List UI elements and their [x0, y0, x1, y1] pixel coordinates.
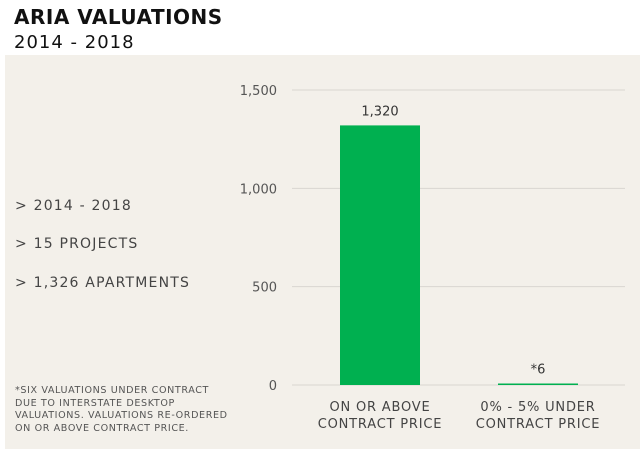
- data-label: *6: [531, 363, 546, 378]
- chart-subtitle: 2014 - 2018: [14, 32, 135, 53]
- summary-bullet-apartments: > 1,326 APARTMENTS: [15, 275, 191, 291]
- summary-bullet-period: > 2014 - 2018: [15, 198, 132, 214]
- x-category-label: 0% - 5% UNDER: [480, 400, 595, 415]
- y-tick-label: 500: [252, 281, 277, 296]
- bar: [498, 383, 578, 385]
- y-tick-label: 0: [269, 379, 277, 394]
- chart-panel: > 2014 - 2018 > 15 PROJECTS > 1,326 APAR…: [5, 55, 640, 449]
- data-label: 1,320: [361, 104, 398, 119]
- x-category-label: CONTRACT PRICE: [476, 417, 601, 432]
- x-category-label: ON OR ABOVE: [330, 400, 431, 415]
- summary-bullet-projects: > 15 PROJECTS: [15, 236, 139, 252]
- chart-title: ARIA VALUATIONS: [14, 5, 223, 29]
- x-category-label: CONTRACT PRICE: [318, 417, 443, 432]
- y-tick-label: 1,500: [240, 84, 277, 99]
- bar: [340, 125, 420, 386]
- y-tick-label: 1,000: [240, 182, 277, 197]
- footnote: *SIX VALUATIONS UNDER CONTRACT DUE TO IN…: [15, 385, 228, 434]
